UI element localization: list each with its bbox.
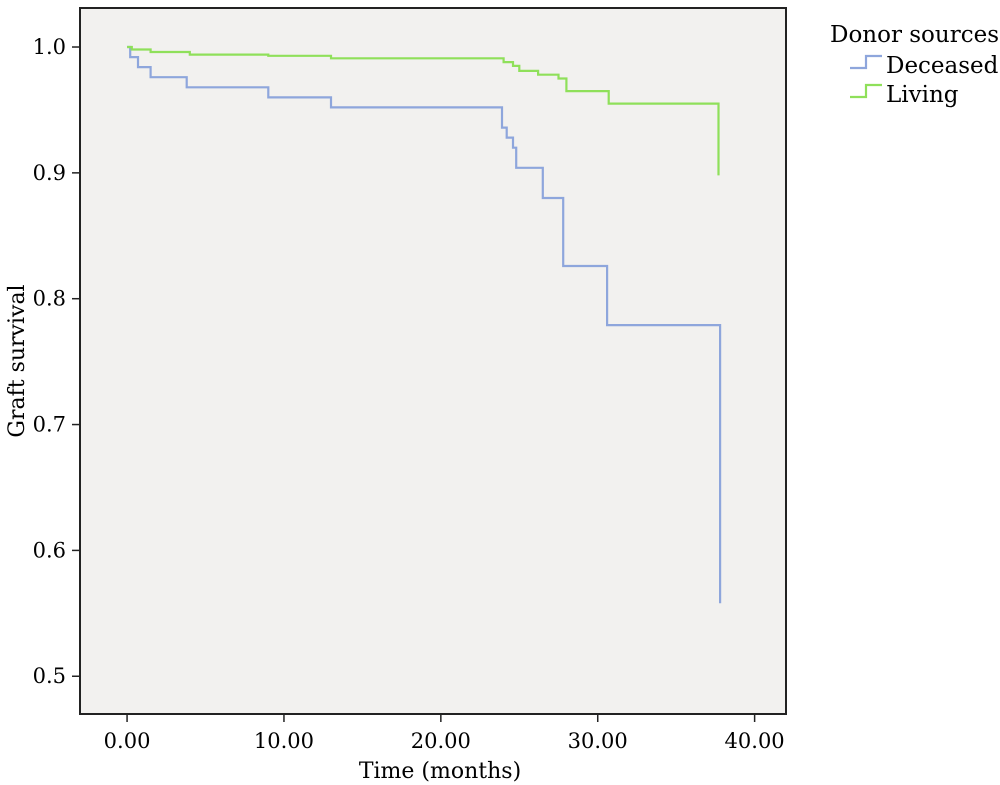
x-tick-label: 40.00	[725, 729, 785, 753]
x-ticks: 0.00 10.00 20.00 30.00 40.00	[104, 714, 785, 753]
x-tick-label: 0.00	[104, 729, 151, 753]
y-tick-label: 0.8	[33, 287, 66, 311]
legend-entries: Deceased Living	[850, 53, 999, 108]
series-line-living	[127, 45, 720, 176]
series-line-deceased	[127, 45, 722, 604]
legend-swatch-deceased	[850, 54, 882, 70]
y-tick-label: 0.5	[33, 664, 66, 688]
y-ticks: 0.5 0.6 0.7 0.8 0.9 1.0	[33, 35, 80, 688]
legend-title: Donor sources	[830, 22, 999, 48]
y-tick-label: 0.6	[33, 538, 66, 562]
x-tick-label: 30.00	[568, 729, 628, 753]
legend-label-living: Living	[886, 82, 959, 108]
y-tick-label: 0.9	[33, 161, 66, 185]
legend-swatch-living	[850, 83, 882, 99]
x-axis-title: Time (months)	[359, 759, 521, 784]
series-layer	[127, 45, 722, 604]
x-tick-label: 10.00	[254, 729, 314, 753]
x-tick-label: 20.00	[411, 729, 471, 753]
y-tick-label: 1.0	[33, 35, 66, 59]
y-axis-title: Graft survival	[5, 284, 30, 437]
legend: Donor sources Deceased Living	[830, 22, 999, 108]
plot-area	[79, 7, 787, 715]
y-tick-label: 0.7	[33, 413, 66, 437]
legend-label-deceased: Deceased	[886, 53, 999, 79]
